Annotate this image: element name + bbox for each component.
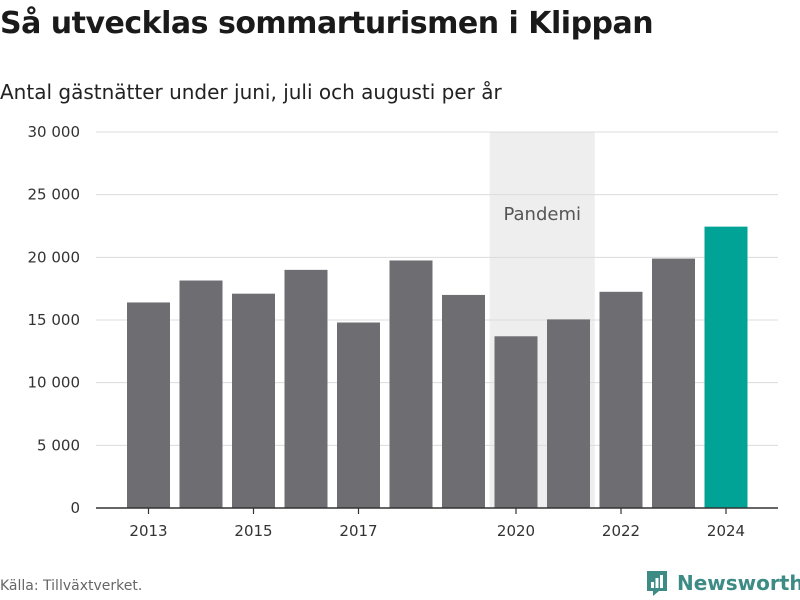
bar-2017 <box>337 322 380 508</box>
newsworthy-icon <box>647 571 667 596</box>
y-tick-label: 25 000 <box>28 186 81 204</box>
source-note: Källa: Tillväxtverket. <box>0 578 143 594</box>
y-tick-label: 10 000 <box>28 374 81 392</box>
y-tick-label: 30 000 <box>28 123 81 141</box>
x-tick-label: 2022 <box>602 522 640 540</box>
bar-2016 <box>284 269 328 508</box>
x-tick-label: 2020 <box>497 522 535 540</box>
y-tick-label: 5 000 <box>37 436 80 454</box>
bar-2015 <box>232 293 275 508</box>
chart-subtitle: Antal gästnätter under juni, juli och au… <box>0 80 502 104</box>
x-tick-label: 2024 <box>707 522 745 540</box>
chart-title: Så utvecklas sommarturismen i Klippan <box>0 6 654 41</box>
bar-2019 <box>442 294 485 508</box>
bar-2020 <box>494 336 538 508</box>
bar-2014 <box>179 280 223 508</box>
y-tick-label: 0 <box>70 499 80 517</box>
x-tick-label: 2013 <box>129 522 167 540</box>
y-tick-label: 15 000 <box>28 311 81 329</box>
x-tick-label: 2015 <box>234 522 272 540</box>
bar-2013 <box>127 302 170 508</box>
pandemic-label: Pandemi <box>503 204 581 225</box>
brand-name: Newsworthy <box>677 571 800 595</box>
x-tick-label: 2017 <box>339 522 377 540</box>
bar-2023 <box>652 258 695 508</box>
bar-2021 <box>547 319 590 508</box>
y-tick-label: 20 000 <box>28 248 81 266</box>
bar-2022 <box>599 291 643 508</box>
bar-2024 <box>704 226 748 509</box>
bar-2018 <box>389 260 433 508</box>
newsworthy-logo: Newsworthy <box>645 569 800 597</box>
